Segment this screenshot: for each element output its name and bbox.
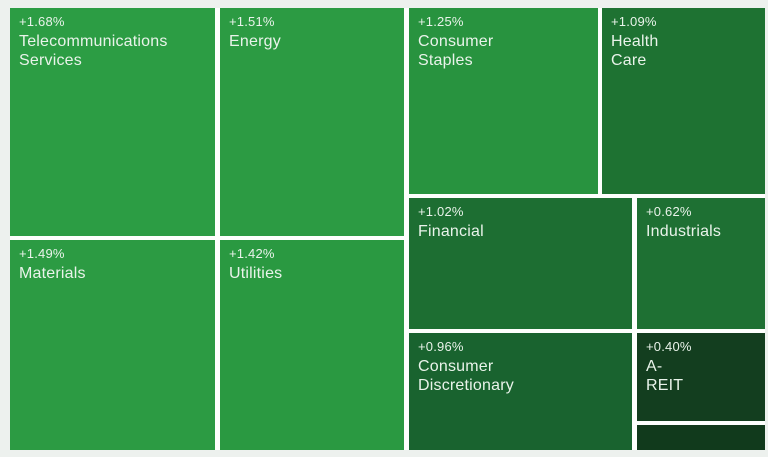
treemap-tile-a-reit[interactable]: +0.40% A-REIT	[637, 333, 765, 421]
tile-percent-change: +1.02%	[418, 204, 464, 219]
tile-sector-label: Energy	[229, 32, 281, 50]
tile-sector-label: Consumer Staples	[418, 32, 494, 70]
treemap-tile-financial[interactable]: +1.02% Financial	[409, 198, 632, 329]
tile-sector-label: Consumer Discretionary	[418, 357, 514, 395]
tile-percent-change: +1.42%	[229, 246, 275, 261]
treemap-tile-materials[interactable]: +1.49% Materials	[10, 240, 215, 450]
treemap-tile-consumer-staples[interactable]: +1.25% Consumer Staples	[409, 8, 598, 194]
treemap-tile-energy[interactable]: +1.51% Energy	[220, 8, 404, 236]
tile-sector-label: Utilities	[229, 264, 283, 282]
treemap-tile-unlabeled-10[interactable]	[637, 425, 765, 450]
treemap-tile-consumer-discretionary[interactable]: +0.96% Consumer Discretionary	[409, 333, 632, 450]
tile-percent-change: +1.09%	[611, 14, 657, 29]
treemap-tile-industrials[interactable]: +0.62% Industrials	[637, 198, 765, 329]
tile-percent-change: +0.62%	[646, 204, 692, 219]
treemap: +1.68% Telecommunications Services +1.51% E…	[10, 8, 765, 450]
tile-percent-change: +1.51%	[229, 14, 275, 29]
tile-percent-change: +1.25%	[418, 14, 464, 29]
tile-sector-label: Health Care	[611, 32, 659, 70]
tile-sector-label: Industrials	[646, 222, 722, 240]
tile-sector-label: Telecommunications Services	[19, 32, 168, 70]
tile-sector-label: A-REIT	[646, 357, 684, 395]
tile-percent-change: +1.49%	[19, 246, 65, 261]
tile-percent-change: +0.40%	[646, 339, 692, 354]
tile-percent-change: +0.96%	[418, 339, 464, 354]
tile-percent-change: +1.68%	[19, 14, 65, 29]
treemap-tile-utilities[interactable]: +1.42% Utilities	[220, 240, 404, 450]
tile-sector-label: Materials	[19, 264, 86, 282]
treemap-tile-health-care[interactable]: +1.09% Health Care	[602, 8, 765, 194]
treemap-tile-telecommunications-services[interactable]: +1.68% Telecommunications Services	[10, 8, 215, 236]
tile-sector-label: Financial	[418, 222, 484, 240]
